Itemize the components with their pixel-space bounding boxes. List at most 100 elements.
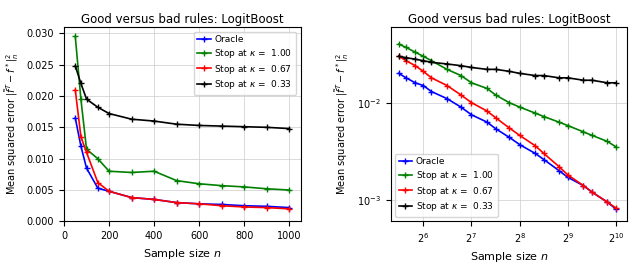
Legend: Oracle, Stop at $\kappa$ =  1.00, Stop at $\kappa$ =  0.67, Stop at $\kappa$ =  : Oracle, Stop at $\kappa$ = 1.00, Stop at… xyxy=(395,154,497,217)
Oracle xyxy=(105,190,113,193)
Stop at $\kappa$ =  1.00 xyxy=(612,145,620,149)
Stop at $\kappa$ =  0.33 xyxy=(612,81,620,85)
Stop at $\kappa$ =  0.33 xyxy=(483,68,491,71)
Oracle xyxy=(540,158,548,161)
Oracle xyxy=(241,204,248,207)
Oracle xyxy=(516,143,524,146)
Stop at $\kappa$ =  0.33 xyxy=(395,55,403,58)
Stop at $\kappa$ =  0.33 xyxy=(588,79,596,82)
Oracle xyxy=(72,116,79,120)
Stop at $\kappa$ =  0.67 xyxy=(403,59,410,62)
Stop at $\kappa$ =  0.67 xyxy=(612,207,620,210)
Oracle xyxy=(457,106,465,109)
Stop at $\kappa$ =  0.33 xyxy=(150,119,158,123)
Stop at $\kappa$ =  1.00 xyxy=(564,124,572,127)
Oracle xyxy=(580,184,588,187)
Oracle xyxy=(588,191,596,194)
Stop at $\kappa$ =  1.00 xyxy=(516,106,524,109)
Stop at $\kappa$ =  0.67 xyxy=(218,204,225,207)
Stop at $\kappa$ =  0.67 xyxy=(516,134,524,137)
Stop at $\kappa$ =  1.00 xyxy=(531,112,539,115)
Stop at $\kappa$ =  1.00 xyxy=(218,184,225,187)
Stop at $\kappa$ =  0.33 xyxy=(195,124,203,127)
Stop at $\kappa$ =  1.00 xyxy=(492,93,499,97)
Stop at $\kappa$ =  1.00 xyxy=(555,120,563,124)
Stop at $\kappa$ =  0.33 xyxy=(604,81,611,85)
Stop at $\kappa$ =  1.00 xyxy=(94,157,102,160)
Line: Stop at $\kappa$ =  0.33: Stop at $\kappa$ = 0.33 xyxy=(396,53,619,86)
Stop at $\kappa$ =  0.67 xyxy=(468,101,476,104)
Stop at $\kappa$ =  0.67 xyxy=(531,144,539,147)
Stop at $\kappa$ =  0.67 xyxy=(428,76,435,79)
Line: Stop at $\kappa$ =  0.67: Stop at $\kappa$ = 0.67 xyxy=(396,53,619,211)
Stop at $\kappa$ =  1.00 xyxy=(263,187,271,190)
Title: Good versus bad rules: LogitBoost: Good versus bad rules: LogitBoost xyxy=(81,13,284,26)
Line: Stop at $\kappa$ =  0.67: Stop at $\kappa$ = 0.67 xyxy=(72,87,292,212)
Stop at $\kappa$ =  1.00 xyxy=(195,182,203,185)
Oracle xyxy=(412,81,419,85)
Stop at $\kappa$ =  1.00 xyxy=(241,185,248,188)
Y-axis label: Mean squared error $|\tilde{f}^T - f^*|^2_n$: Mean squared error $|\tilde{f}^T - f^*|^… xyxy=(333,53,351,195)
Stop at $\kappa$ =  0.67 xyxy=(457,93,465,97)
Stop at $\kappa$ =  0.67 xyxy=(72,88,79,91)
Oracle xyxy=(468,113,476,116)
Stop at $\kappa$ =  1.00 xyxy=(128,171,136,174)
Oracle xyxy=(428,90,435,93)
Stop at $\kappa$ =  1.00 xyxy=(506,101,513,104)
Stop at $\kappa$ =  1.00 xyxy=(483,87,491,90)
Stop at $\kappa$ =  0.33 xyxy=(218,124,225,128)
Line: Stop at $\kappa$ =  1.00: Stop at $\kappa$ = 1.00 xyxy=(72,34,292,193)
Stop at $\kappa$ =  1.00 xyxy=(588,134,596,137)
Stop at $\kappa$ =  1.00 xyxy=(468,81,476,85)
Stop at $\kappa$ =  0.67 xyxy=(443,84,451,87)
Y-axis label: Mean squared error $|\tilde{f}^T - f^*|^2_n$: Mean squared error $|\tilde{f}^T - f^*|^… xyxy=(3,53,21,195)
Oracle xyxy=(395,72,403,75)
Stop at $\kappa$ =  0.33 xyxy=(173,123,180,126)
Stop at $\kappa$ =  0.33 xyxy=(412,58,419,61)
Stop at $\kappa$ =  0.67 xyxy=(105,190,113,193)
Stop at $\kappa$ =  0.67 xyxy=(195,202,203,205)
Stop at $\kappa$ =  0.67 xyxy=(77,135,84,138)
Stop at $\kappa$ =  0.67 xyxy=(285,207,293,211)
Oracle xyxy=(419,84,427,87)
Stop at $\kappa$ =  0.67 xyxy=(588,191,596,194)
Oracle xyxy=(263,205,271,208)
Stop at $\kappa$ =  0.33 xyxy=(105,112,113,115)
Stop at $\kappa$ =  1.00 xyxy=(72,35,79,38)
Stop at $\kappa$ =  0.33 xyxy=(403,56,410,59)
Stop at $\kappa$ =  0.67 xyxy=(94,181,102,184)
Stop at $\kappa$ =  0.33 xyxy=(457,64,465,67)
Stop at $\kappa$ =  0.67 xyxy=(483,109,491,113)
Stop at $\kappa$ =  0.33 xyxy=(241,125,248,128)
Oracle xyxy=(483,120,491,124)
Stop at $\kappa$ =  0.33 xyxy=(506,70,513,73)
Stop at $\kappa$ =  1.00 xyxy=(173,179,180,182)
Oracle xyxy=(83,167,90,170)
Stop at $\kappa$ =  0.67 xyxy=(412,64,419,67)
Stop at $\kappa$ =  1.00 xyxy=(457,74,465,77)
Oracle xyxy=(443,97,451,100)
Stop at $\kappa$ =  1.00 xyxy=(604,140,611,143)
Stop at $\kappa$ =  0.33 xyxy=(72,64,79,68)
Stop at $\kappa$ =  0.67 xyxy=(564,173,572,177)
Stop at $\kappa$ =  0.67 xyxy=(395,55,403,58)
Oracle xyxy=(150,198,158,201)
Oracle xyxy=(612,208,620,211)
Stop at $\kappa$ =  0.33 xyxy=(428,61,435,64)
Oracle xyxy=(173,201,180,204)
Stop at $\kappa$ =  0.33 xyxy=(419,59,427,62)
X-axis label: Sample size $n$: Sample size $n$ xyxy=(470,251,548,265)
Stop at $\kappa$ =  1.00 xyxy=(285,188,293,192)
Oracle xyxy=(285,206,293,209)
Stop at $\kappa$ =  0.33 xyxy=(531,74,539,77)
Line: Oracle: Oracle xyxy=(72,115,292,210)
Oracle xyxy=(94,187,102,190)
Stop at $\kappa$ =  0.33 xyxy=(564,76,572,79)
Stop at $\kappa$ =  0.67 xyxy=(492,116,499,119)
X-axis label: Sample size $n$: Sample size $n$ xyxy=(143,247,221,261)
Stop at $\kappa$ =  0.67 xyxy=(580,184,588,187)
Stop at $\kappa$ =  0.67 xyxy=(419,70,427,73)
Stop at $\kappa$ =  0.67 xyxy=(555,165,563,168)
Stop at $\kappa$ =  0.67 xyxy=(263,206,271,209)
Stop at $\kappa$ =  1.00 xyxy=(540,115,548,118)
